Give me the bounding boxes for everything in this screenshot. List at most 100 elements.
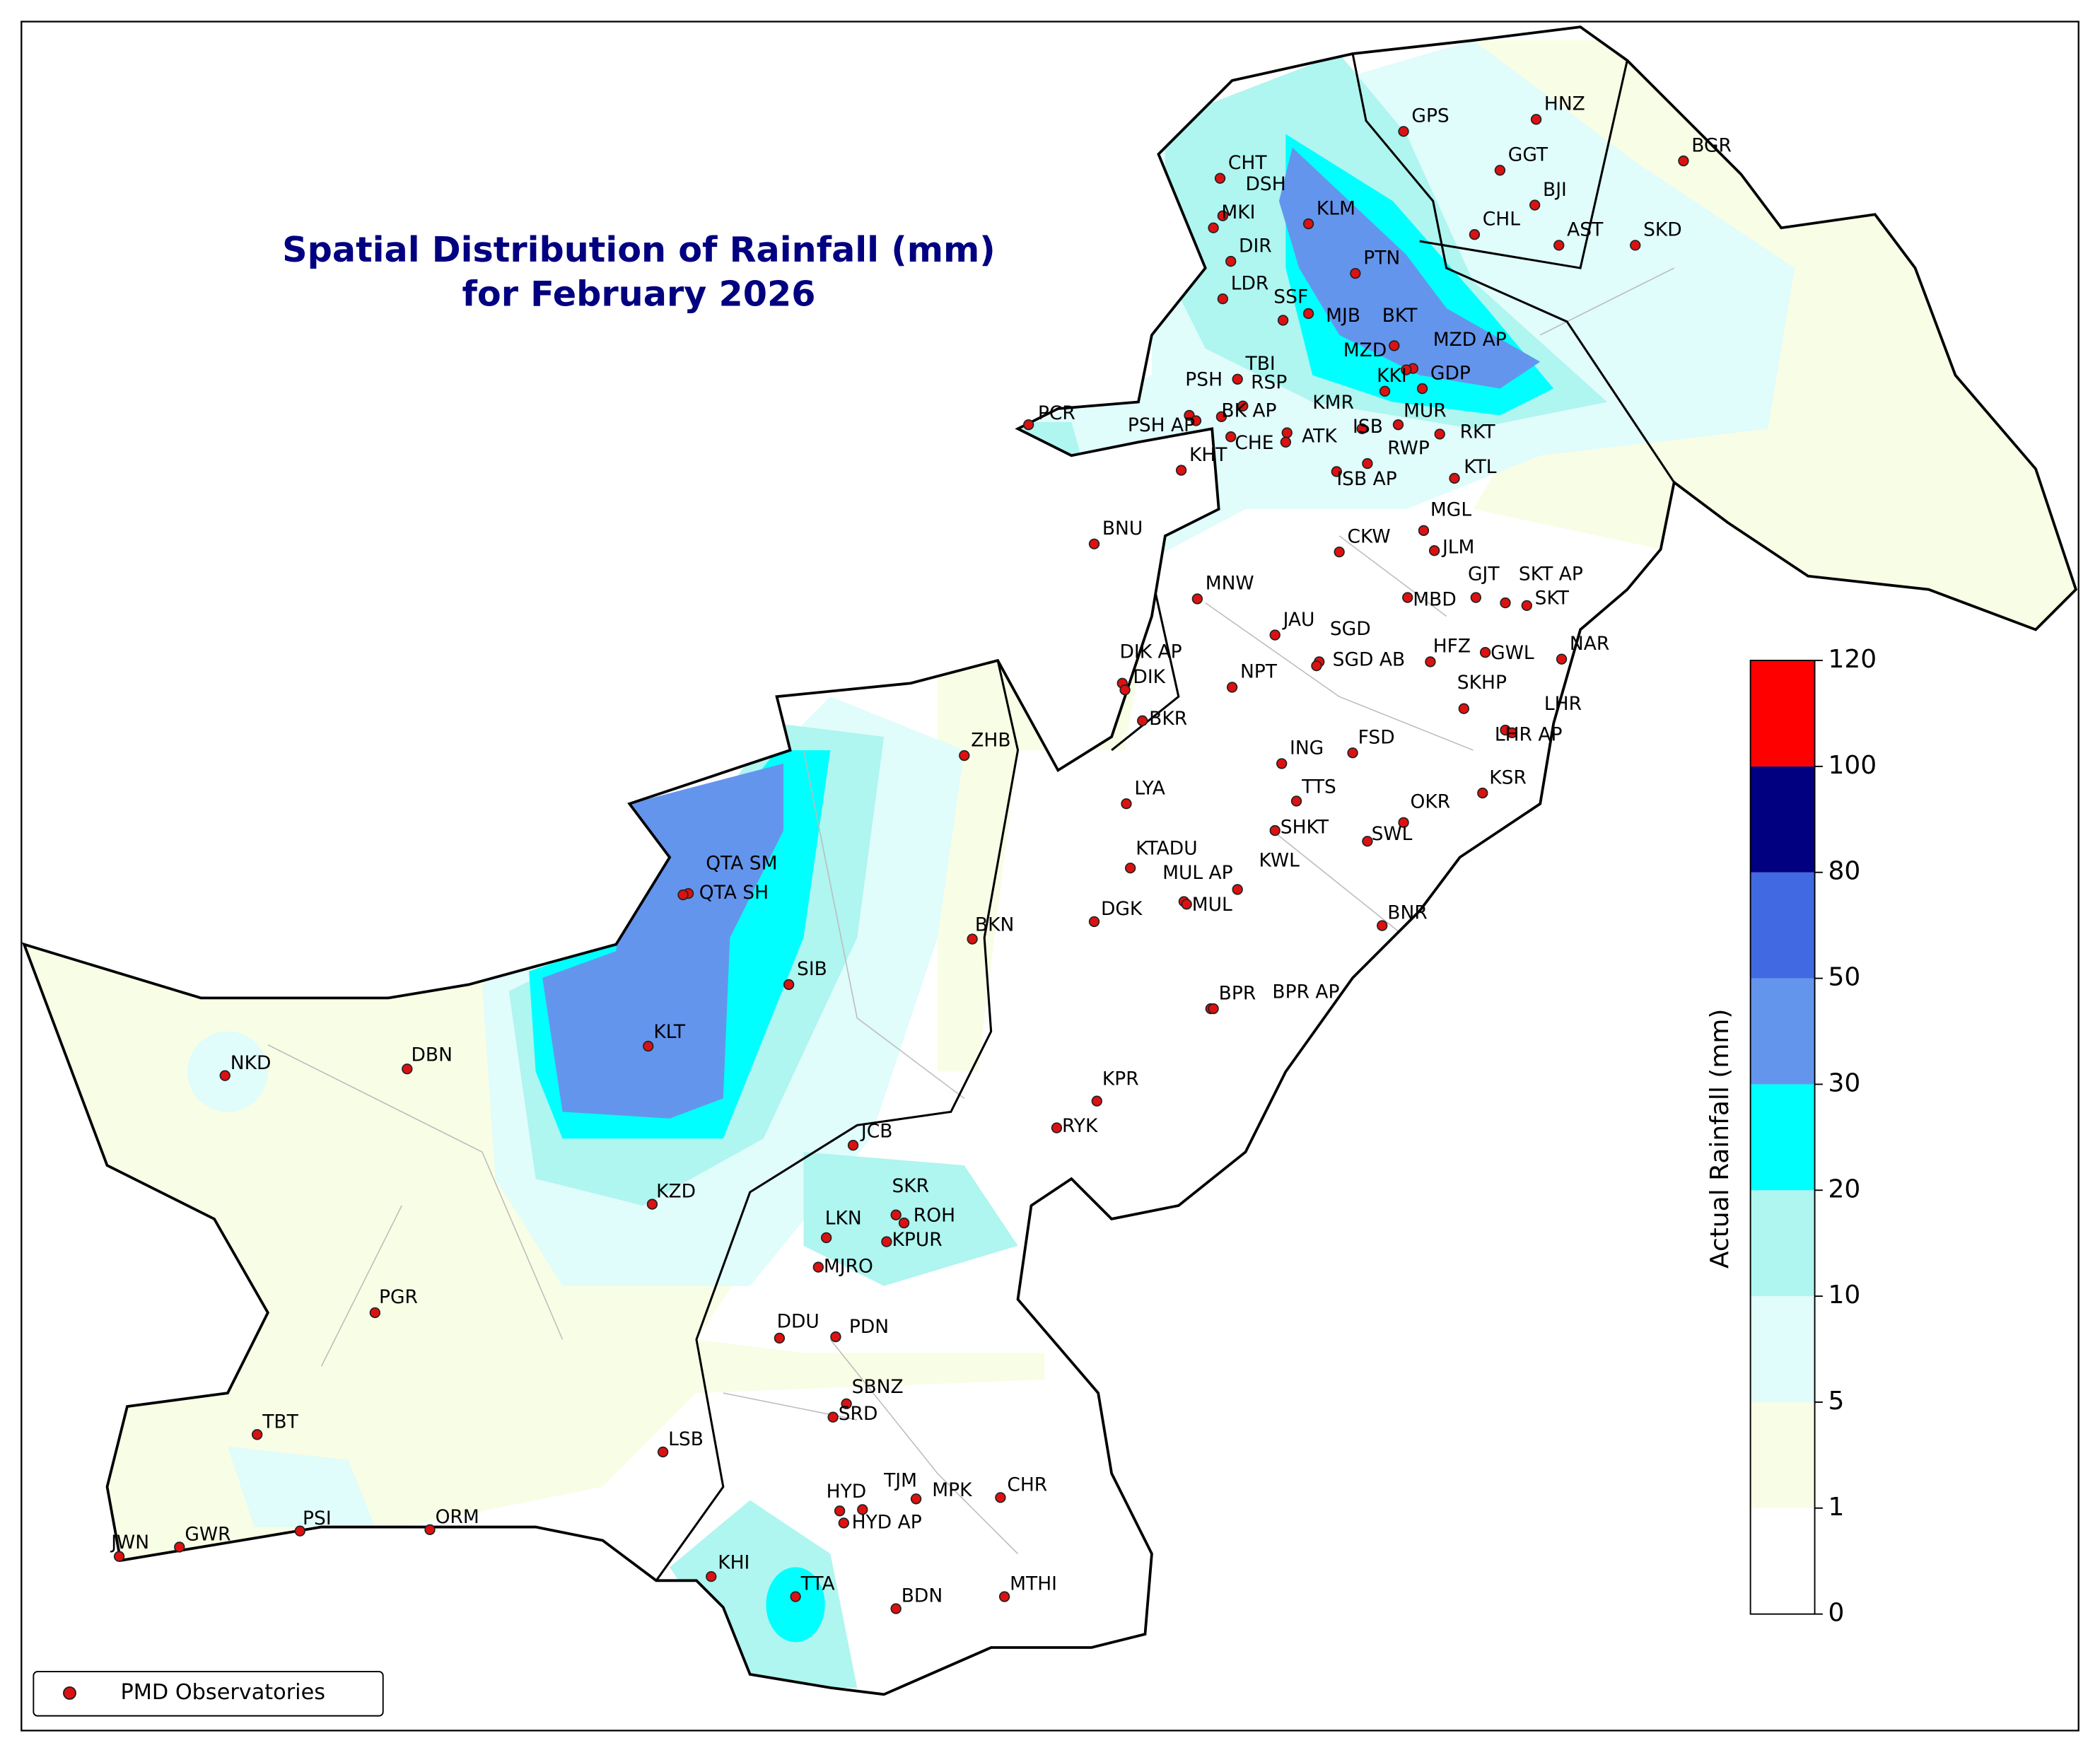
station-marker — [890, 1209, 902, 1220]
station-marker — [1119, 684, 1131, 696]
station-label: SWL — [1372, 823, 1413, 845]
station-label: ATK — [1302, 425, 1337, 447]
station-marker — [369, 1307, 381, 1319]
station-label: KLM — [1317, 197, 1355, 219]
station-label: MJB — [1326, 305, 1360, 327]
station-marker — [1232, 884, 1243, 895]
station-marker — [1630, 240, 1641, 251]
colorbar-tick-label: 5 — [1828, 1387, 1844, 1416]
station-label: TBI — [1245, 353, 1276, 375]
station-marker — [1137, 715, 1148, 726]
station-marker — [1416, 383, 1428, 395]
station-label: GJT — [1468, 563, 1500, 585]
station-label: SSF — [1273, 286, 1308, 308]
station-label: BKT — [1382, 305, 1418, 327]
station-label: KKI — [1377, 365, 1407, 387]
station-label: PCR — [1038, 402, 1075, 424]
station-marker — [1191, 593, 1203, 605]
station-label: PDN — [849, 1316, 889, 1338]
station-label: CKW — [1347, 525, 1390, 547]
station-label: ISB — [1353, 416, 1383, 438]
station-label: RSP — [1251, 372, 1287, 394]
station-marker — [646, 1199, 658, 1210]
station-marker — [1334, 546, 1345, 558]
station-marker — [1434, 428, 1445, 440]
station-marker — [424, 1524, 436, 1536]
station-marker — [881, 1236, 892, 1247]
station-label: MPK — [932, 1479, 972, 1501]
station-marker — [1091, 1095, 1102, 1107]
station-label: LHR — [1544, 693, 1582, 715]
station-marker — [657, 1446, 669, 1458]
station-marker — [677, 889, 689, 901]
station-marker — [1347, 747, 1358, 759]
colorbar-tick-label: 20 — [1828, 1174, 1860, 1203]
station-marker — [834, 1505, 846, 1517]
station-marker — [1302, 218, 1314, 230]
station-label: CHT — [1228, 152, 1267, 174]
colorbar-tick-label: 120 — [1828, 645, 1877, 674]
colorbar-tick-label: 0 — [1828, 1599, 1844, 1628]
colorbar-tick-label: 10 — [1828, 1281, 1860, 1310]
station-label: JAU — [1282, 609, 1315, 631]
colorbar-bin — [1750, 1296, 1815, 1402]
station-label: SKT AP — [1519, 563, 1583, 585]
rainfall-band — [542, 147, 1541, 1119]
station-label: ORM — [436, 1506, 479, 1528]
station-label: GWL — [1491, 642, 1534, 664]
station-marker — [1280, 436, 1292, 448]
station-label: DSH — [1246, 173, 1286, 195]
colorbar-tick-label: 80 — [1828, 857, 1860, 886]
station-marker — [857, 1504, 868, 1515]
station-marker — [1428, 545, 1440, 556]
station-marker — [1530, 114, 1542, 125]
station-marker — [910, 1493, 922, 1505]
station-label: PSI — [303, 1508, 332, 1529]
colorbar-bin — [1750, 1508, 1815, 1614]
station-label: SIB — [797, 958, 827, 980]
station-label: TJM — [883, 1470, 917, 1492]
station-marker — [1379, 385, 1391, 397]
station-label: KHI — [718, 1551, 749, 1573]
station-label: NKD — [231, 1052, 272, 1074]
station-label: CHE — [1235, 432, 1273, 454]
station-label: FSD — [1358, 726, 1395, 748]
station-label: CHR — [1007, 1474, 1047, 1495]
station-marker — [890, 1603, 902, 1614]
station-label: BDN — [902, 1585, 943, 1607]
station-marker — [1402, 592, 1413, 603]
station-label: KSR — [1489, 766, 1527, 788]
colorbar-bin — [1750, 1190, 1815, 1297]
station-marker — [1217, 293, 1229, 305]
station-marker — [1398, 817, 1409, 828]
station-marker — [1529, 199, 1541, 211]
station-label: ROH — [914, 1205, 955, 1227]
station-marker — [1181, 899, 1192, 910]
station-label: KMR — [1312, 392, 1354, 414]
station-label: MTHI — [1010, 1573, 1057, 1595]
station-marker — [174, 1541, 185, 1553]
station-label: BPR AP — [1272, 981, 1339, 1003]
station-label: MJRO — [824, 1256, 873, 1278]
station-label: DIK — [1133, 666, 1165, 688]
station-label: HNZ — [1544, 93, 1585, 115]
station-label: LYA — [1134, 777, 1165, 799]
station-marker — [998, 1591, 1010, 1602]
station-marker — [113, 1551, 125, 1562]
station-label: JCB — [860, 1120, 893, 1142]
station-label: KTL — [1464, 456, 1497, 478]
station-label: LSB — [668, 1428, 704, 1450]
station-marker — [1121, 798, 1132, 810]
station-marker — [1088, 538, 1100, 549]
colorbar-tick-label: 100 — [1828, 751, 1877, 780]
station-marker — [827, 1411, 839, 1423]
station-label: BK AP — [1221, 400, 1276, 421]
station-label: NPT — [1240, 661, 1278, 683]
station-label: ING — [1290, 737, 1324, 759]
station-marker — [830, 1331, 841, 1343]
station-marker — [1418, 525, 1430, 536]
station-marker — [1190, 415, 1202, 426]
station-marker — [706, 1570, 717, 1582]
colorbar-bin — [1750, 978, 1815, 1085]
